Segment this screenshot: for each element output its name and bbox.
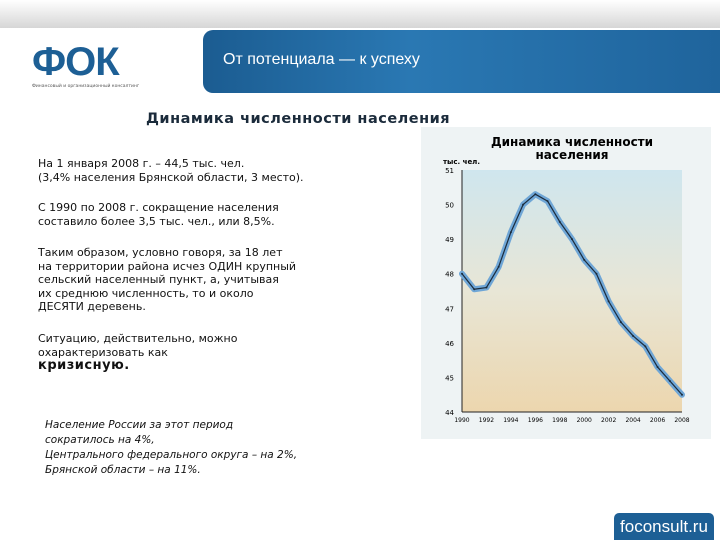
slogan: От потенциала — к успеху — [223, 51, 420, 68]
logo-subtitle: Финансовый и организационный консалтинг — [32, 84, 140, 89]
data-point — [522, 203, 525, 206]
data-point — [583, 258, 586, 261]
text-line: На 1 января 2008 г. – 44,5 тыс. чел. — [38, 157, 245, 170]
data-point — [509, 231, 512, 234]
text-line: Таким образом, условно говоря, за 18 лет — [38, 246, 283, 259]
comparison-note: Население России за этот период сократил… — [45, 418, 297, 478]
top-bar — [0, 0, 720, 28]
paragraph-4: Ситуацию, действительно, можно охарактер… — [38, 332, 237, 373]
data-point — [534, 193, 537, 196]
x-tick-label: 2008 — [674, 417, 689, 424]
data-point — [485, 286, 488, 289]
note-line: Население России за этот период — [45, 419, 234, 431]
y-tick-label: 49 — [445, 236, 454, 244]
data-point — [668, 379, 671, 382]
paragraph-2: С 1990 по 2008 г. сокращение населения с… — [38, 201, 279, 228]
data-point — [656, 366, 659, 369]
y-tick-label: 48 — [445, 271, 454, 279]
text-line: составило более 3,5 тыс. чел., или 8,5%. — [38, 214, 275, 228]
footer-site-link[interactable]: foconsult.ru — [614, 513, 714, 540]
chart-svg: Динамика численности населения тыс. чел. … — [443, 135, 690, 424]
data-point — [497, 265, 500, 268]
data-point — [546, 200, 549, 203]
x-tick-label: 1996 — [528, 417, 543, 424]
text-line: на территории района исчез ОДИН крупный — [38, 259, 297, 273]
data-point — [644, 345, 647, 348]
logo-text: ФОК — [32, 40, 120, 84]
data-point — [461, 272, 463, 275]
data-point — [619, 321, 622, 324]
emphasis-text: кризисную. — [38, 358, 130, 373]
text-line: охарактеризовать как — [38, 345, 168, 359]
slide-title: Динамика численности населения — [146, 111, 451, 127]
data-point — [607, 300, 610, 303]
y-tick-label: 46 — [445, 340, 454, 348]
x-tick-label: 1994 — [503, 417, 518, 424]
plot-area — [462, 170, 682, 412]
data-point — [558, 220, 561, 223]
population-chart: Динамика численности населения тыс. чел. … — [421, 127, 711, 439]
paragraph-3: Таким образом, условно говоря, за 18 лет… — [38, 246, 296, 314]
note-line: Центрального федерального округа – на 2%… — [45, 449, 298, 461]
company-logo: ФОК Финансовый и организационный консалт… — [32, 42, 172, 92]
text-line: ДЕСЯТИ деревень. — [38, 300, 146, 313]
data-point — [681, 393, 683, 396]
y-axis-label: тыс. чел. — [443, 158, 480, 166]
text-line: (3,4% населения Брянской области, 3 мест… — [38, 170, 304, 184]
x-tick-label: 1990 — [454, 417, 469, 424]
y-tick-label: 45 — [445, 374, 454, 382]
text-line: С 1990 по 2008 г. сокращение населения — [38, 201, 279, 214]
x-tick-label: 2006 — [650, 417, 665, 424]
paragraph-1: На 1 января 2008 г. – 44,5 тыс. чел. (3,… — [38, 157, 304, 184]
x-tick-label: 1998 — [552, 417, 567, 424]
text-line: Ситуацию, действительно, можно — [38, 332, 238, 345]
text-line: сельский населенный пункт, а, учитывая — [38, 273, 279, 286]
note-line: Брянской области – на 11%. — [45, 464, 201, 476]
x-tick-label: 2002 — [601, 417, 616, 424]
y-tick-label: 47 — [445, 305, 454, 313]
y-tick-label: 51 — [445, 167, 454, 175]
text-line: их среднюю численность, то и около — [38, 286, 254, 300]
data-point — [571, 238, 573, 241]
x-tick-label: 2000 — [577, 417, 592, 424]
data-point — [632, 334, 635, 337]
data-point — [473, 288, 476, 291]
header-band: От потенциала — к успеху — [203, 30, 720, 93]
note-line: сократилось на 4%, — [45, 434, 155, 446]
y-tick-label: 50 — [445, 202, 454, 210]
data-point — [595, 272, 598, 275]
y-tick-label: 44 — [445, 409, 454, 417]
x-tick-label: 1992 — [479, 417, 494, 424]
chart-title: Динамика численности населения — [491, 135, 653, 162]
x-tick-label: 2004 — [625, 417, 640, 424]
